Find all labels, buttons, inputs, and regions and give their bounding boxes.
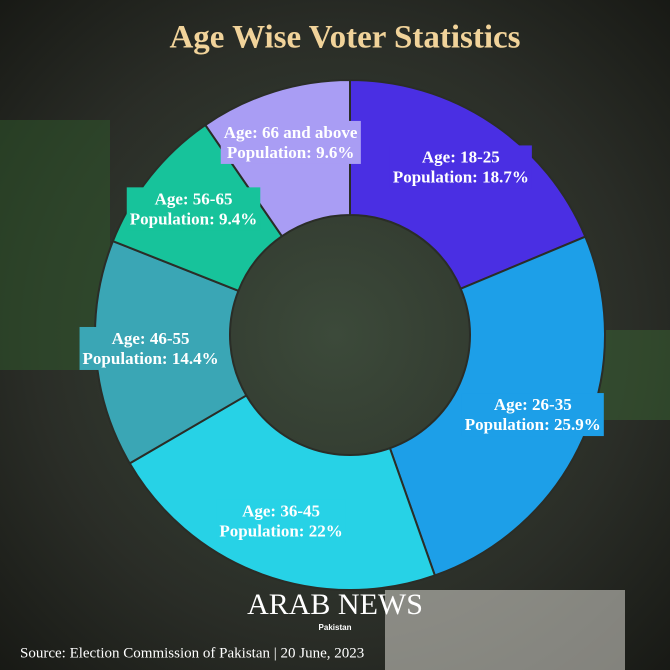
slice-category: Age: 56-65 <box>155 189 233 208</box>
background-box <box>385 590 625 670</box>
donut-chart <box>94 78 606 591</box>
slice-value-label: Population: 18.7% <box>393 167 529 186</box>
label-box <box>216 499 346 543</box>
slice-value-label: Population: 14.4% <box>83 349 219 368</box>
slice-category: Age: 66 and above <box>224 123 358 142</box>
slice-value-label: Population: 9.4% <box>130 209 258 228</box>
slice-category: Age: 46-55 <box>112 329 190 348</box>
slice-value-label: Population: 25.9% <box>465 415 601 434</box>
slice-value-label: Population: 22% <box>219 522 342 541</box>
label-box <box>461 393 604 437</box>
slice-category: Age: 26-35 <box>494 395 572 414</box>
source: Source: Election Commission of Pakistan … <box>20 645 364 661</box>
label-box <box>79 326 222 370</box>
slice-value-label: Population: 9.6% <box>227 143 355 162</box>
label-box <box>220 120 361 164</box>
slice-category: Age: 36-45 <box>242 502 320 521</box>
donut-slice <box>128 394 437 591</box>
chart-title: Age Wise Voter Statistics <box>169 20 520 56</box>
label-box <box>389 145 532 189</box>
logo-subtitle: Pakistan <box>319 623 352 632</box>
logo: ARAB NEWS <box>247 588 423 621</box>
slice-category: Age: 18-25 <box>422 147 500 166</box>
label-box <box>126 187 261 231</box>
